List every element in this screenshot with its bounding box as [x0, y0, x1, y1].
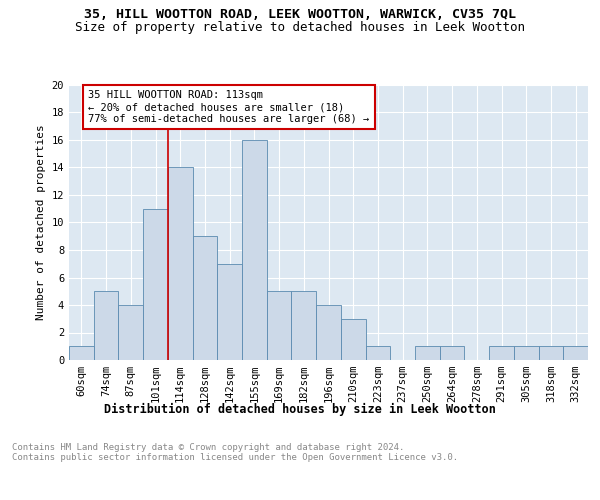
Bar — [341, 319, 365, 360]
Bar — [168, 168, 193, 360]
Bar — [143, 209, 168, 360]
Bar — [316, 305, 341, 360]
Bar — [118, 305, 143, 360]
Bar — [292, 291, 316, 360]
Text: Size of property relative to detached houses in Leek Wootton: Size of property relative to detached ho… — [75, 21, 525, 34]
Bar — [193, 236, 217, 360]
Text: 35, HILL WOOTTON ROAD, LEEK WOOTTON, WARWICK, CV35 7QL: 35, HILL WOOTTON ROAD, LEEK WOOTTON, WAR… — [84, 8, 516, 20]
Bar — [514, 346, 539, 360]
Bar — [267, 291, 292, 360]
Bar — [242, 140, 267, 360]
Text: Contains HM Land Registry data © Crown copyright and database right 2024.
Contai: Contains HM Land Registry data © Crown c… — [12, 442, 458, 462]
Text: Distribution of detached houses by size in Leek Wootton: Distribution of detached houses by size … — [104, 402, 496, 415]
Y-axis label: Number of detached properties: Number of detached properties — [36, 124, 46, 320]
Bar — [489, 346, 514, 360]
Bar — [440, 346, 464, 360]
Bar — [217, 264, 242, 360]
Text: 35 HILL WOOTTON ROAD: 113sqm
← 20% of detached houses are smaller (18)
77% of se: 35 HILL WOOTTON ROAD: 113sqm ← 20% of de… — [88, 90, 370, 124]
Bar — [415, 346, 440, 360]
Bar — [69, 346, 94, 360]
Bar — [563, 346, 588, 360]
Bar — [365, 346, 390, 360]
Bar — [539, 346, 563, 360]
Bar — [94, 291, 118, 360]
